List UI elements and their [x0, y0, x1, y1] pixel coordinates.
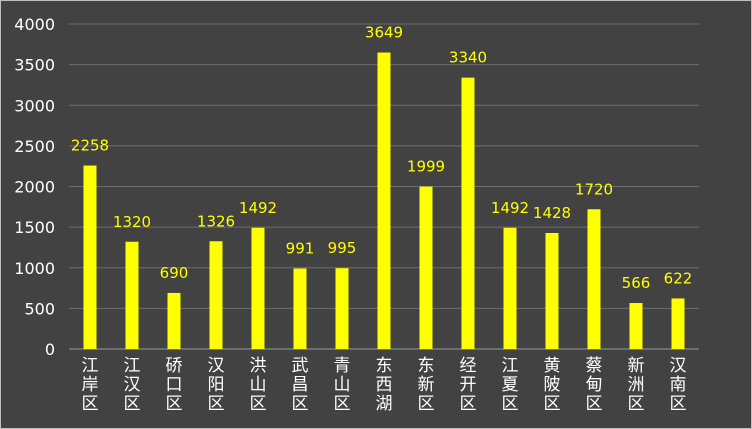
bar	[503, 227, 517, 349]
y-tick-label: 0	[45, 340, 55, 359]
y-tick-label: 2500	[14, 137, 55, 156]
y-tick-label: 4000	[14, 15, 55, 34]
y-tick-label: 1000	[14, 259, 55, 278]
data-label: 1492	[491, 199, 529, 217]
bar	[167, 292, 181, 349]
x-tick-label: 东新区	[418, 356, 435, 414]
bar	[545, 232, 559, 349]
x-tick-label: 江夏区	[502, 356, 519, 414]
bar	[209, 241, 223, 349]
data-label: 3340	[449, 49, 487, 67]
x-tick-label: 江岸区	[82, 356, 99, 414]
y-tick-label: 500	[24, 299, 55, 318]
data-label: 690	[160, 264, 189, 282]
bar	[251, 227, 265, 349]
data-label: 1720	[575, 180, 613, 198]
x-tick-label: 硚口区	[166, 356, 183, 414]
y-tick-label: 2000	[14, 178, 55, 197]
data-label: 995	[328, 239, 357, 257]
data-label: 622	[664, 269, 693, 287]
bar	[125, 241, 139, 349]
y-tick-label: 1500	[14, 218, 55, 237]
bar	[293, 268, 307, 349]
data-label: 1428	[533, 204, 571, 222]
data-label: 1320	[113, 213, 151, 231]
data-label: 1492	[239, 199, 277, 217]
data-label: 3649	[365, 24, 403, 42]
y-tick-label: 3000	[14, 96, 55, 115]
bar	[335, 268, 349, 349]
x-tick-label: 武昌区	[292, 356, 309, 414]
bar	[83, 165, 97, 349]
x-tick-label: 新洲区	[628, 356, 645, 414]
data-label: 566	[622, 274, 651, 292]
bar	[377, 52, 391, 350]
x-tick-label: 东西湖	[376, 356, 393, 414]
data-label: 1999	[407, 158, 445, 176]
bar	[419, 186, 433, 349]
x-tick-label: 黄陂区	[544, 356, 561, 414]
data-label: 2258	[71, 137, 109, 155]
x-tick-label: 蔡甸区	[586, 356, 603, 414]
bar	[461, 77, 475, 349]
x-tick-label: 江汉区	[124, 356, 141, 414]
x-tick-label: 经开区	[460, 356, 477, 414]
x-tick-label: 青山区	[334, 356, 351, 414]
x-tick-label: 汉南区	[670, 356, 687, 414]
bar	[671, 298, 685, 349]
bar	[629, 303, 643, 349]
x-tick-label: 洪山区	[250, 356, 267, 414]
data-label: 1326	[197, 212, 235, 230]
x-tick-label: 汉阳区	[208, 356, 225, 414]
data-label: 991	[286, 239, 315, 257]
bar	[587, 209, 601, 349]
y-tick-label: 3500	[14, 56, 55, 75]
